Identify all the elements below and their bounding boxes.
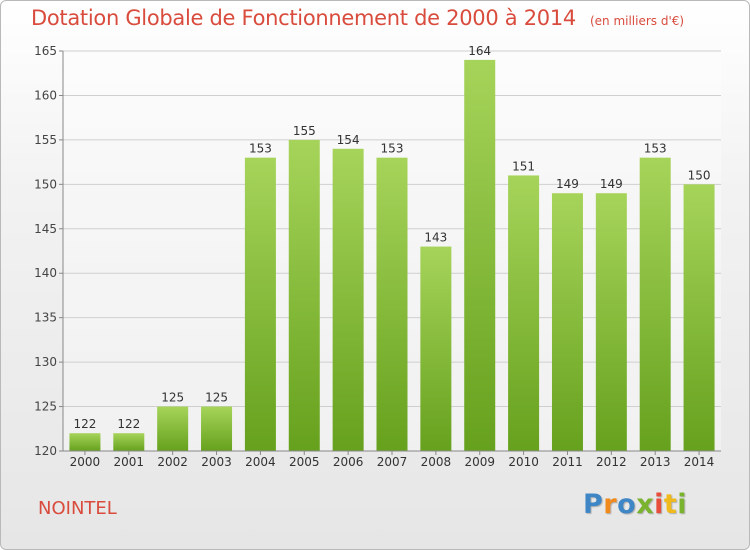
data-label-2009: 164 [468,44,491,58]
data-label-2011: 149 [556,177,579,191]
x-tick-label-2002: 2002 [157,455,188,469]
logo-letter: r [603,489,618,520]
bar-2006 [332,148,364,451]
proxiti-logo: Proxiti [583,489,687,520]
x-tick-label-2006: 2006 [333,455,364,469]
y-tick-label: 140 [34,266,57,280]
x-tick-label-2008: 2008 [421,455,452,469]
y-tick-label: 135 [34,311,57,325]
y-tick-label: 155 [34,133,57,147]
data-label-2003: 125 [205,391,228,405]
data-label-2008: 143 [424,231,447,245]
bar-2012 [595,193,627,451]
data-label-2007: 153 [381,142,404,156]
bar-2000 [69,433,101,451]
data-label-2002: 125 [161,391,184,405]
y-tick-label: 120 [34,444,57,458]
data-label-2005: 155 [293,124,316,138]
x-tick-label-2014: 2014 [684,455,715,469]
bar-2010 [508,175,540,451]
logo-letter: i [677,489,688,520]
logo-letter: P [583,489,604,520]
logo-letter: x [636,489,655,520]
data-label-2004: 153 [249,142,272,156]
bar-2004 [244,157,276,451]
chart-title: Dotation Globale de Fonctionnement de 20… [31,6,684,30]
y-tick-label: 125 [34,400,57,414]
bar-2003 [201,406,233,451]
data-label-2010: 151 [512,159,535,173]
bar-2007 [376,157,408,451]
x-tick-label-2011: 2011 [552,455,583,469]
data-label-2013: 153 [644,142,667,156]
data-label-2012: 149 [600,177,623,191]
data-label-2001: 122 [117,417,140,431]
data-label-2014: 150 [688,168,711,182]
bar-2002 [157,406,189,451]
bar-2011 [551,193,583,451]
commune-name: NOINTEL [38,498,117,519]
bar-2005 [288,139,320,451]
y-tick-label: 160 [34,88,57,102]
x-tick-label-2004: 2004 [245,455,276,469]
bar-2009 [464,59,496,452]
chart-subtitle: (en milliers d'€) [589,14,685,28]
chart-title-text: Dotation Globale de Fonctionnement de 20… [31,6,576,30]
x-tick-label-2009: 2009 [464,455,495,469]
bar-2001 [113,433,145,451]
bar-2014 [683,184,715,452]
data-label-2006: 154 [337,133,360,147]
y-tick-label: 145 [34,222,57,236]
data-label-2000: 122 [73,417,96,431]
bar-2013 [639,157,671,451]
x-tick-label-2000: 2000 [70,455,101,469]
bar-2008 [420,246,452,451]
logo-letter: i [654,489,664,520]
x-tick-label-2013: 2013 [640,455,671,469]
x-tick-label-2012: 2012 [596,455,627,469]
x-tick-label-2010: 2010 [508,455,539,469]
x-tick-label-2005: 2005 [289,455,320,469]
logo-letter: o [617,489,637,520]
x-tick-label-2003: 2003 [201,455,232,469]
logo-letter: t [663,489,678,520]
x-tick-label-2001: 2001 [114,455,145,469]
y-tick-label: 150 [34,177,57,191]
y-tick-label: 130 [34,355,57,369]
y-tick-label: 165 [34,44,57,58]
x-tick-label-2007: 2007 [377,455,408,469]
